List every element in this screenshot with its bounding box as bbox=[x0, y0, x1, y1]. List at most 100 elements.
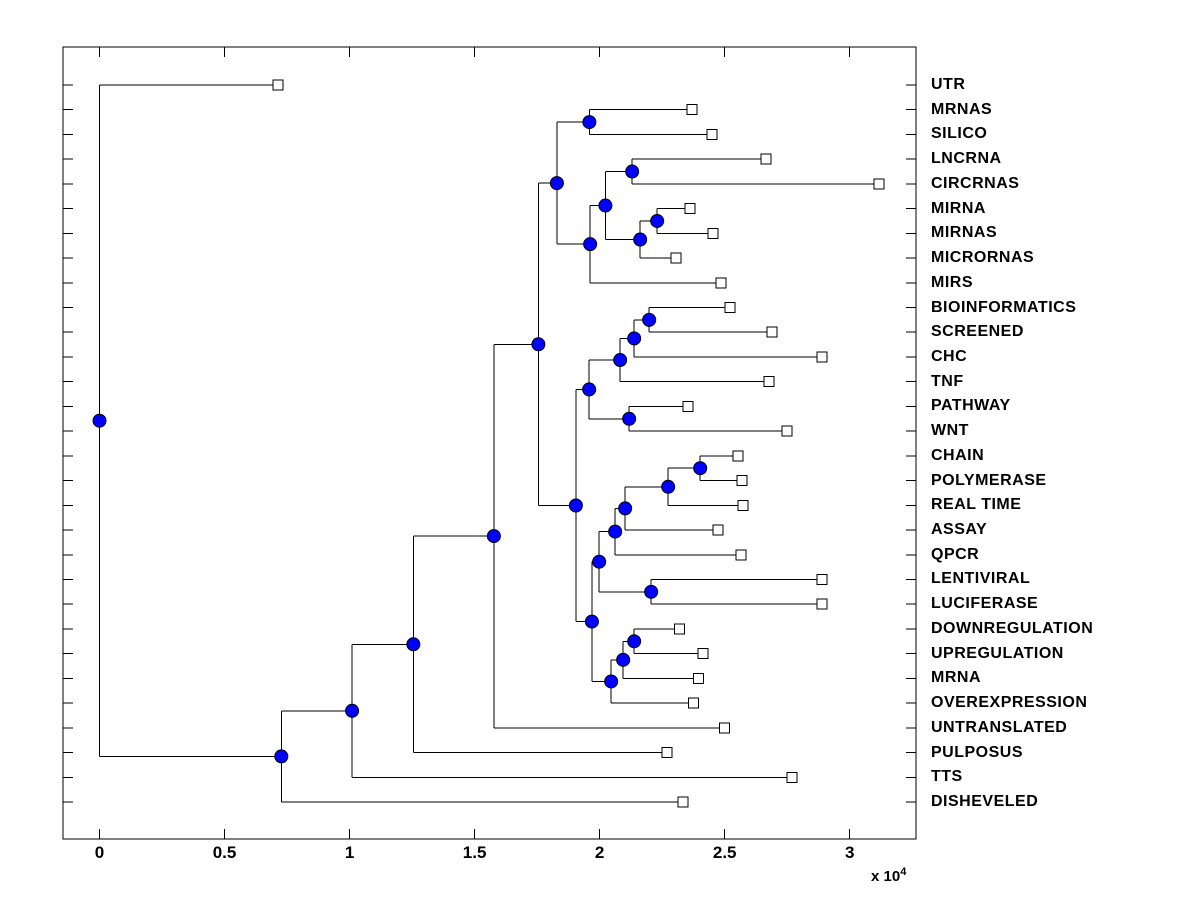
internal-node-marker bbox=[661, 479, 676, 494]
leaf-marker bbox=[736, 475, 748, 487]
leaf-marker bbox=[661, 747, 673, 759]
leaf-marker bbox=[692, 672, 704, 684]
leaf-label: TNF bbox=[931, 372, 964, 390]
leaf-marker bbox=[677, 796, 689, 808]
leaf-marker bbox=[816, 598, 828, 610]
leaf-label: UTR bbox=[931, 76, 966, 93]
leaf-label: CIRCRNAS bbox=[931, 174, 1020, 192]
leaf-marker bbox=[781, 425, 793, 437]
leaf-marker bbox=[766, 326, 778, 338]
leaf-label: UPREGULATION bbox=[931, 644, 1064, 662]
x-tick-label: 1.5 bbox=[462, 843, 487, 862]
x-axis-multiplier: x 104 bbox=[871, 866, 906, 885]
leaf-label: QPCR bbox=[931, 545, 980, 563]
leaf-marker bbox=[707, 227, 719, 239]
leaf-marker bbox=[873, 178, 885, 190]
x-tick-label: 3 bbox=[844, 843, 855, 862]
internal-node-marker bbox=[622, 411, 637, 426]
leaf-label: MIRNAS bbox=[931, 224, 998, 242]
leaf-label: MICRORNAS bbox=[931, 249, 1035, 267]
internal-node-marker bbox=[627, 634, 642, 649]
internal-node-marker bbox=[598, 198, 613, 213]
internal-node-marker bbox=[613, 353, 628, 368]
internal-node-marker bbox=[618, 501, 633, 516]
x-tick-label: 2.5 bbox=[712, 843, 737, 862]
leaf-label: SCREENED bbox=[931, 323, 1024, 341]
leaf-label: DISHEVELED bbox=[931, 792, 1039, 810]
leaf-label: TTS bbox=[931, 768, 963, 786]
x-axis-multiplier-exponent: 4 bbox=[900, 866, 907, 878]
x-tick-label: 1 bbox=[344, 843, 355, 862]
leaf-label: MRNAS bbox=[931, 100, 993, 118]
internal-node-marker bbox=[568, 498, 583, 513]
internal-node-marker bbox=[633, 232, 648, 247]
leaf-marker bbox=[686, 104, 698, 116]
leaf-label: SILICO bbox=[931, 125, 988, 143]
leaf-marker bbox=[682, 400, 694, 412]
internal-node-marker bbox=[584, 614, 599, 629]
internal-node-marker bbox=[92, 413, 107, 428]
leaf-label: MIRNA bbox=[931, 199, 986, 217]
internal-node-marker bbox=[625, 164, 640, 179]
leaf-marker bbox=[684, 203, 696, 215]
leaf-label: UNTRANSLATED bbox=[931, 718, 1068, 736]
internal-node-marker bbox=[627, 331, 642, 346]
leaf-label: WNT bbox=[931, 422, 969, 440]
leaf-marker bbox=[687, 697, 699, 709]
leaf-label: BIOINFORMATICS bbox=[931, 298, 1077, 316]
leaf-label: MRNA bbox=[931, 669, 981, 687]
leaf-marker bbox=[724, 302, 736, 314]
internal-node-marker bbox=[582, 382, 597, 397]
leaf-label: DOWNREGULATION bbox=[931, 619, 1094, 637]
x-axis-multiplier-base: x 10 bbox=[871, 868, 901, 885]
leaf-label: ASSAY bbox=[931, 521, 988, 539]
leaf-marker bbox=[670, 252, 682, 264]
internal-node-marker bbox=[345, 703, 360, 718]
leaf-marker bbox=[735, 549, 747, 561]
internal-node-marker bbox=[583, 237, 598, 252]
leaf-marker bbox=[816, 351, 828, 363]
internal-node-marker bbox=[608, 524, 623, 539]
internal-node-marker bbox=[531, 337, 546, 352]
leaf-marker bbox=[697, 648, 709, 660]
internal-node-marker bbox=[616, 652, 631, 667]
internal-node-marker bbox=[644, 584, 659, 599]
internal-node-marker bbox=[486, 529, 501, 544]
leaf-marker bbox=[816, 573, 828, 585]
leaf-marker bbox=[760, 153, 772, 165]
internal-node-marker bbox=[406, 637, 421, 652]
x-tick-label: 0.5 bbox=[212, 843, 237, 862]
x-tick-label: 0 bbox=[94, 843, 105, 862]
leaf-marker bbox=[786, 771, 798, 783]
leaf-label: PULPOSUS bbox=[931, 743, 1024, 761]
leaf-marker bbox=[712, 524, 724, 536]
x-tick-label: 2 bbox=[594, 843, 605, 862]
internal-node-marker bbox=[642, 312, 657, 327]
leaf-label: MIRS bbox=[931, 273, 973, 291]
leaf-marker bbox=[272, 79, 284, 91]
leaf-marker bbox=[737, 499, 749, 511]
internal-node-marker bbox=[274, 749, 289, 764]
internal-node-marker bbox=[604, 674, 619, 689]
internal-node-marker bbox=[549, 176, 564, 191]
leaf-marker bbox=[763, 376, 775, 388]
leaf-label: CHC bbox=[931, 347, 968, 365]
leaf-marker bbox=[718, 722, 730, 734]
leaf-marker bbox=[732, 450, 744, 462]
leaf-label: OVEREXPRESSION bbox=[931, 694, 1088, 712]
plot-border bbox=[62, 46, 917, 840]
leaf-label: REAL TIME bbox=[931, 496, 1022, 514]
leaf-label: LNCRNA bbox=[931, 150, 1002, 168]
internal-node-marker bbox=[650, 213, 665, 228]
leaf-marker bbox=[715, 277, 727, 289]
leaf-label: CHAIN bbox=[931, 446, 985, 464]
leaf-marker bbox=[673, 623, 685, 635]
leaf-marker bbox=[706, 128, 718, 140]
internal-node-marker bbox=[693, 461, 708, 476]
internal-node-marker bbox=[592, 554, 607, 569]
leaf-label: LUCIFERASE bbox=[931, 595, 1039, 613]
leaf-label: LENTIVIRAL bbox=[931, 570, 1031, 588]
leaf-label: POLYMERASE bbox=[931, 471, 1047, 489]
internal-node-marker bbox=[582, 115, 597, 130]
